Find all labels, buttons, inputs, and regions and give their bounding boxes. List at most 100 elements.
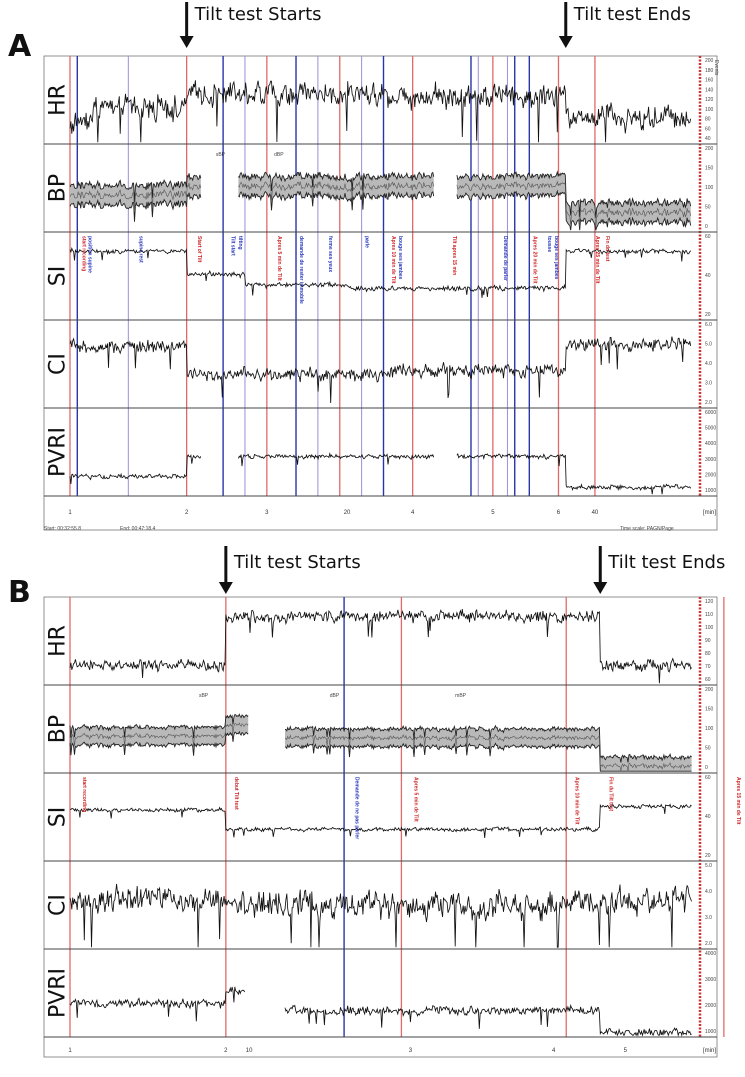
lane-tick-label: 4000 — [705, 951, 716, 957]
event-labels: start recording position supine supine res… — [81, 236, 610, 304]
x-axis: 1 2 10 3 4 5 [min] — [68, 1048, 716, 1054]
tilt-end-annotation: Tilt test Ends — [593, 546, 725, 594]
arrow-down-icon — [179, 36, 194, 48]
lane-tick-label: 0 — [705, 765, 708, 771]
event-labels: start recording debut Tilt test Demande de… — [81, 777, 741, 839]
event-label: tilting — [237, 236, 243, 250]
lane-label: SI — [46, 266, 71, 286]
lane-label: SI — [46, 807, 71, 827]
lane-tick-label: 80 — [705, 117, 711, 123]
lane-tick-label: 60 — [705, 775, 711, 781]
chart-frame — [43, 596, 718, 1058]
event-label: tousse — [546, 236, 552, 252]
event-label: Apres 5 min de Tilt — [412, 777, 418, 822]
event-label: demande de rester immobile — [298, 236, 304, 304]
lane-tick-label: 200 — [705, 687, 714, 693]
lane-tick-label: 2.0 — [705, 941, 712, 947]
x-tick-label: 4 — [552, 1048, 556, 1054]
series-line — [69, 336, 692, 404]
x-tick-label: 3 — [265, 510, 269, 516]
mean-line — [238, 181, 434, 201]
x-tick-label: 1 — [68, 1048, 72, 1054]
diastolic-line — [69, 730, 249, 756]
lane-tick-label: 1000 — [705, 488, 716, 494]
lane-tick-label: 60 — [705, 677, 711, 683]
x-tick-label: 20 — [344, 510, 351, 516]
lane-tick-label: 140 — [705, 87, 714, 93]
lane-si: SI 60 40 20 — [44, 775, 717, 862]
event-label: start recording — [81, 777, 87, 812]
annotation-label: Tilt test Starts — [194, 4, 322, 25]
lane-label: PVRI — [46, 427, 71, 477]
x-unit-label: [min] — [703, 510, 716, 516]
x-tick-label: 5 — [491, 510, 495, 516]
lane-tick-label: 120 — [705, 599, 714, 605]
series-line — [69, 986, 692, 1037]
lane-tick-label: 5.0 — [705, 342, 712, 348]
x-tick-label: 2 — [224, 1048, 228, 1054]
lane-tick-label: 3.0 — [705, 381, 712, 387]
lane-tick-label: 20 — [705, 312, 711, 318]
lane-tick-label: 40 — [705, 136, 711, 142]
footer-timescale: Time scale: PAGN/Page — [620, 526, 674, 532]
lane-label: BP — [46, 715, 71, 743]
event-label: supine rest — [138, 236, 144, 263]
lane-tick-label: 60 — [705, 126, 711, 132]
lane-label: HR — [46, 84, 71, 116]
diastolic-line — [456, 189, 692, 231]
lane-tick-label: 100 — [705, 726, 714, 732]
lane-label: PVRI — [46, 968, 71, 1018]
event-label: Demande de ne pas parler — [353, 777, 359, 839]
lane-tick-label: 4000 — [705, 441, 716, 447]
lane-hr: HR 120 110 100 90 80 70 60 — [44, 599, 717, 686]
mean-line — [456, 180, 691, 228]
x-tick-label: 4 — [411, 510, 415, 516]
lane-tick-label: 4.0 — [705, 889, 712, 895]
right-event-column: Events — [698, 56, 719, 496]
lane-tick-label: 150 — [705, 707, 714, 713]
lane-bp: BP 200 150 100 50 0 — [44, 146, 717, 233]
bp-band — [456, 172, 691, 231]
bp-band — [70, 714, 249, 756]
systolic-line — [238, 171, 435, 192]
lane-tick-label: 6.0 — [705, 322, 712, 328]
systolic-line — [284, 724, 692, 763]
lane-tick-label: 2000 — [705, 1003, 716, 1009]
lane-tick-label: 2.0 — [705, 400, 712, 406]
bp-series-label: dBP — [330, 693, 340, 699]
lane-pvri: PVRI 6000 5000 4000 3000 2000 1000 — [44, 410, 717, 497]
lane-bp: BP 200 150 100 50 0 — [44, 687, 717, 774]
footer-end: End: 00:47:18.4 — [120, 526, 156, 532]
event-label: Tilt start — [229, 236, 235, 256]
mean-line — [69, 182, 202, 213]
lane-tick-label: 40 — [705, 814, 711, 820]
bp-series-label: dBP — [274, 152, 284, 158]
systolic-line — [456, 170, 692, 218]
lane-tick-label: 200 — [705, 146, 714, 152]
lane-tick-label: 100 — [705, 625, 714, 631]
annotation-label: Tilt test Ends — [573, 4, 691, 25]
event-label: Apres 15 min de Tilt — [735, 777, 741, 825]
lane-si: SI 60 40 20 — [44, 234, 717, 321]
panel-a: A Tilt test Starts Tilt test Ends Events HR 2… — [8, 2, 719, 532]
lane-tick-label: 60 — [705, 234, 711, 240]
mean-line — [284, 733, 692, 772]
series-line — [69, 80, 692, 143]
lane-tick-label: 200 — [705, 58, 714, 64]
event-label: parle — [364, 236, 370, 248]
lane-tick-label: 120 — [705, 97, 714, 103]
tilt-start-annotation: Tilt test Starts — [218, 546, 361, 594]
lane-tick-label: 150 — [705, 166, 714, 172]
event-label: Start of Tilt — [196, 236, 202, 263]
arrow-down-icon — [558, 36, 573, 48]
lane-label: HR — [46, 625, 71, 657]
x-tick-label: 40 — [592, 510, 599, 516]
event-label: Apres 25 min de Tilt — [594, 236, 600, 284]
lane-tick-label: 50 — [705, 205, 711, 211]
series-line — [69, 247, 692, 298]
lane-tick-label: 100 — [705, 185, 714, 191]
tilt-start-annotation: Tilt test Starts — [179, 2, 322, 48]
lane-tick-label: 5.0 — [705, 863, 712, 869]
arrow-down-icon — [218, 582, 233, 594]
